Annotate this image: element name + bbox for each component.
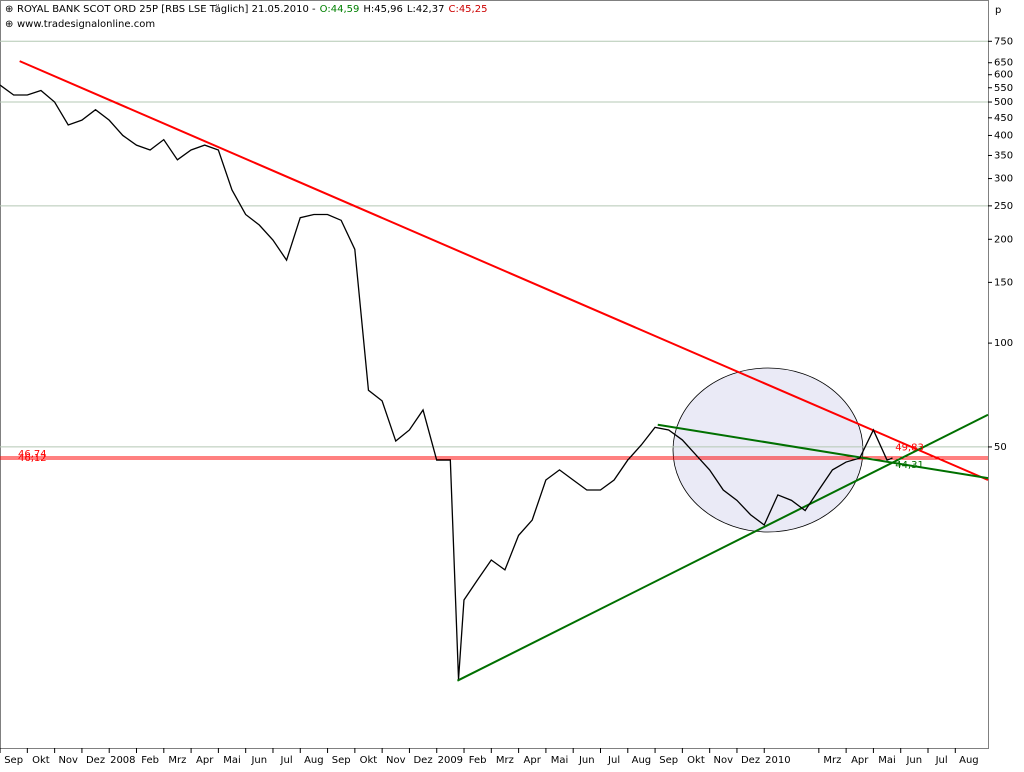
price-line [0,84,893,680]
annotation: 49,83 [895,442,924,453]
x-tick-label: Nov [713,755,733,766]
x-tick-label: Okt [687,755,705,766]
y-tick-label: 150 [994,277,1013,288]
y-tick-label: 400 [994,130,1013,141]
y-tick-label: 350 [994,150,1013,161]
x-tick-label: Aug [959,755,979,766]
x-tick-label: 2008 [110,755,135,766]
trendline [456,413,989,682]
y-tick-label: 100 [994,338,1013,349]
trendline [19,60,989,481]
x-tick-label: Aug [632,755,652,766]
x-tick-label: Sep [659,755,678,766]
x-tick-label: 2009 [438,755,463,766]
cup-shape [672,367,864,533]
chart-title: ROYAL BANK SCOT ORD 25P [RBS LSE Täglich… [17,4,316,15]
y-tick-label: 750 [994,36,1013,47]
y-tick-label: 650 [994,58,1013,69]
x-tick-label: Mai [551,755,569,766]
x-tick-label: Mrz [823,755,841,766]
low-label: L:42,37 [407,4,445,15]
x-tick-label: Jun [578,755,595,766]
y-tick-label: 450 [994,113,1013,124]
header-symbol: ⊕ [5,4,13,15]
x-tick-label: Feb [141,755,159,766]
x-tick-label: Mai [878,755,896,766]
x-tick-label: Feb [469,755,487,766]
level-label: 46,12 [18,453,47,464]
x-tick-label: Apr [524,755,542,766]
x-tick-label: Jun [905,755,922,766]
x-tick-label: Mai [223,755,241,766]
y-tick-label: 550 [994,83,1013,94]
x-tick-label: Dez [741,755,760,766]
y-tick-label: 50 [994,442,1007,453]
x-tick-label: Sep [4,755,23,766]
x-tick-label: Mrz [168,755,186,766]
x-tick-label: Dez [86,755,105,766]
x-tick-label: Nov [58,755,78,766]
chart-subtitle: www.tradesignalonline.com [17,19,155,30]
subtitle-icon: ⊕ [5,19,13,30]
x-tick-label: Okt [360,755,378,766]
x-tick-label: Jul [607,755,620,766]
open-label: O:44,59 [320,4,360,15]
x-tick-label: 2010 [765,755,790,766]
trendline [657,423,989,480]
y-tick-label: 300 [994,174,1013,185]
x-tick-label: Nov [386,755,406,766]
annotation: 44,31 [895,460,924,471]
y-tick-label: 200 [994,234,1013,245]
x-tick-label: Jul [935,755,948,766]
x-tick-label: Okt [32,755,50,766]
high-label: H:45,96 [363,4,403,15]
y-axis-label: p [995,5,1001,16]
y-tick-label: 600 [994,70,1013,81]
x-tick-label: Mrz [496,755,514,766]
level-label: 46,74 [18,449,47,460]
plot-frame [0,0,989,749]
y-tick-label: 250 [994,201,1013,212]
x-tick-label: Dez [413,755,432,766]
y-tick-label: 500 [994,97,1013,108]
x-tick-label: Apr [851,755,869,766]
close-label: C:45,25 [448,4,487,15]
x-tick-label: Apr [196,755,214,766]
x-tick-label: Jul [280,755,293,766]
x-tick-label: Aug [304,755,324,766]
x-tick-label: Jun [250,755,267,766]
x-tick-label: Sep [332,755,351,766]
